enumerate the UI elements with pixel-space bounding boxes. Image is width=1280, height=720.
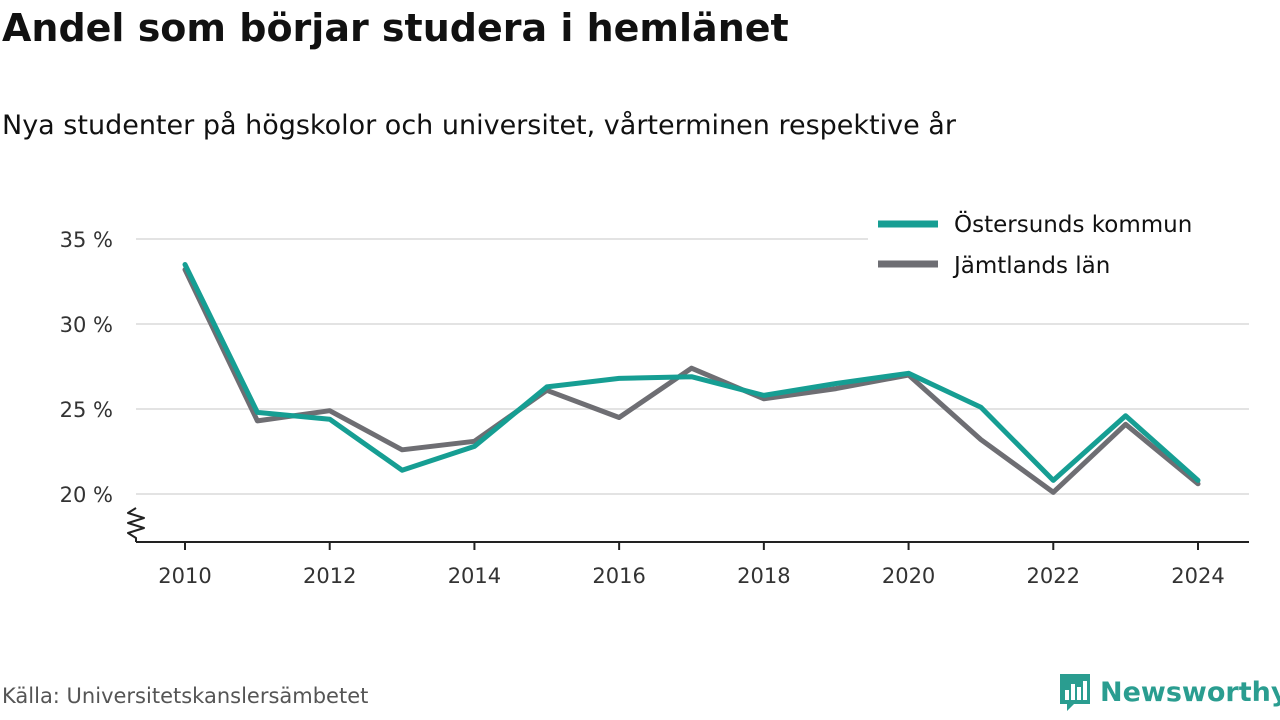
line-chart: 20 % 25 % 30 % 35 % 2010 2012 2014 2016 2018 202…	[59, 200, 1250, 588]
x-tick-label: 2018	[737, 564, 790, 588]
legend-label-jamtlands-lan: Jämtlands län	[952, 253, 1110, 279]
series-lines	[182, 262, 1201, 495]
x-tick-label: 2020	[882, 564, 935, 588]
y-tick-label: 20 %	[60, 483, 113, 507]
y-tick-label: 35 %	[60, 228, 113, 252]
series-line-jamtlands-lan	[182, 267, 1201, 495]
source-note: Källa: Universitetskanslersämbetet	[2, 684, 369, 708]
legend-label-ostersunds-kommun: Östersunds kommun	[954, 210, 1192, 238]
chart-subtitle: Nya studenter på högskolor och universit…	[2, 110, 956, 141]
y-tick-label: 30 %	[60, 313, 113, 337]
x-tick-label: 2024	[1171, 564, 1224, 588]
brand-logo[interactable]: Newsworthy	[1058, 672, 1280, 712]
series-line-ostersunds-kommun	[182, 262, 1201, 483]
x-tick-label: 2012	[303, 564, 356, 588]
chart-title: Andel som börjar studera i hemlänet	[2, 6, 789, 50]
legend: Östersunds kommun Jämtlands län	[868, 200, 1250, 292]
brand-name: Newsworthy	[1100, 676, 1280, 708]
x-tick-labels: 2010 2012 2014 2016 2018 2020 2022 2024	[158, 542, 1225, 588]
y-tick-labels: 20 % 25 % 30 % 35 %	[60, 228, 113, 507]
y-axis-break-icon	[127, 507, 145, 542]
newsworthy-logo-icon	[1060, 674, 1090, 711]
x-tick-label: 2022	[1027, 564, 1080, 588]
x-tick-label: 2010	[158, 564, 211, 588]
legend-background	[868, 200, 1250, 292]
y-tick-label: 25 %	[60, 398, 113, 422]
x-tick-label: 2014	[448, 564, 501, 588]
x-tick-label: 2016	[592, 564, 645, 588]
axes	[127, 507, 1249, 543]
